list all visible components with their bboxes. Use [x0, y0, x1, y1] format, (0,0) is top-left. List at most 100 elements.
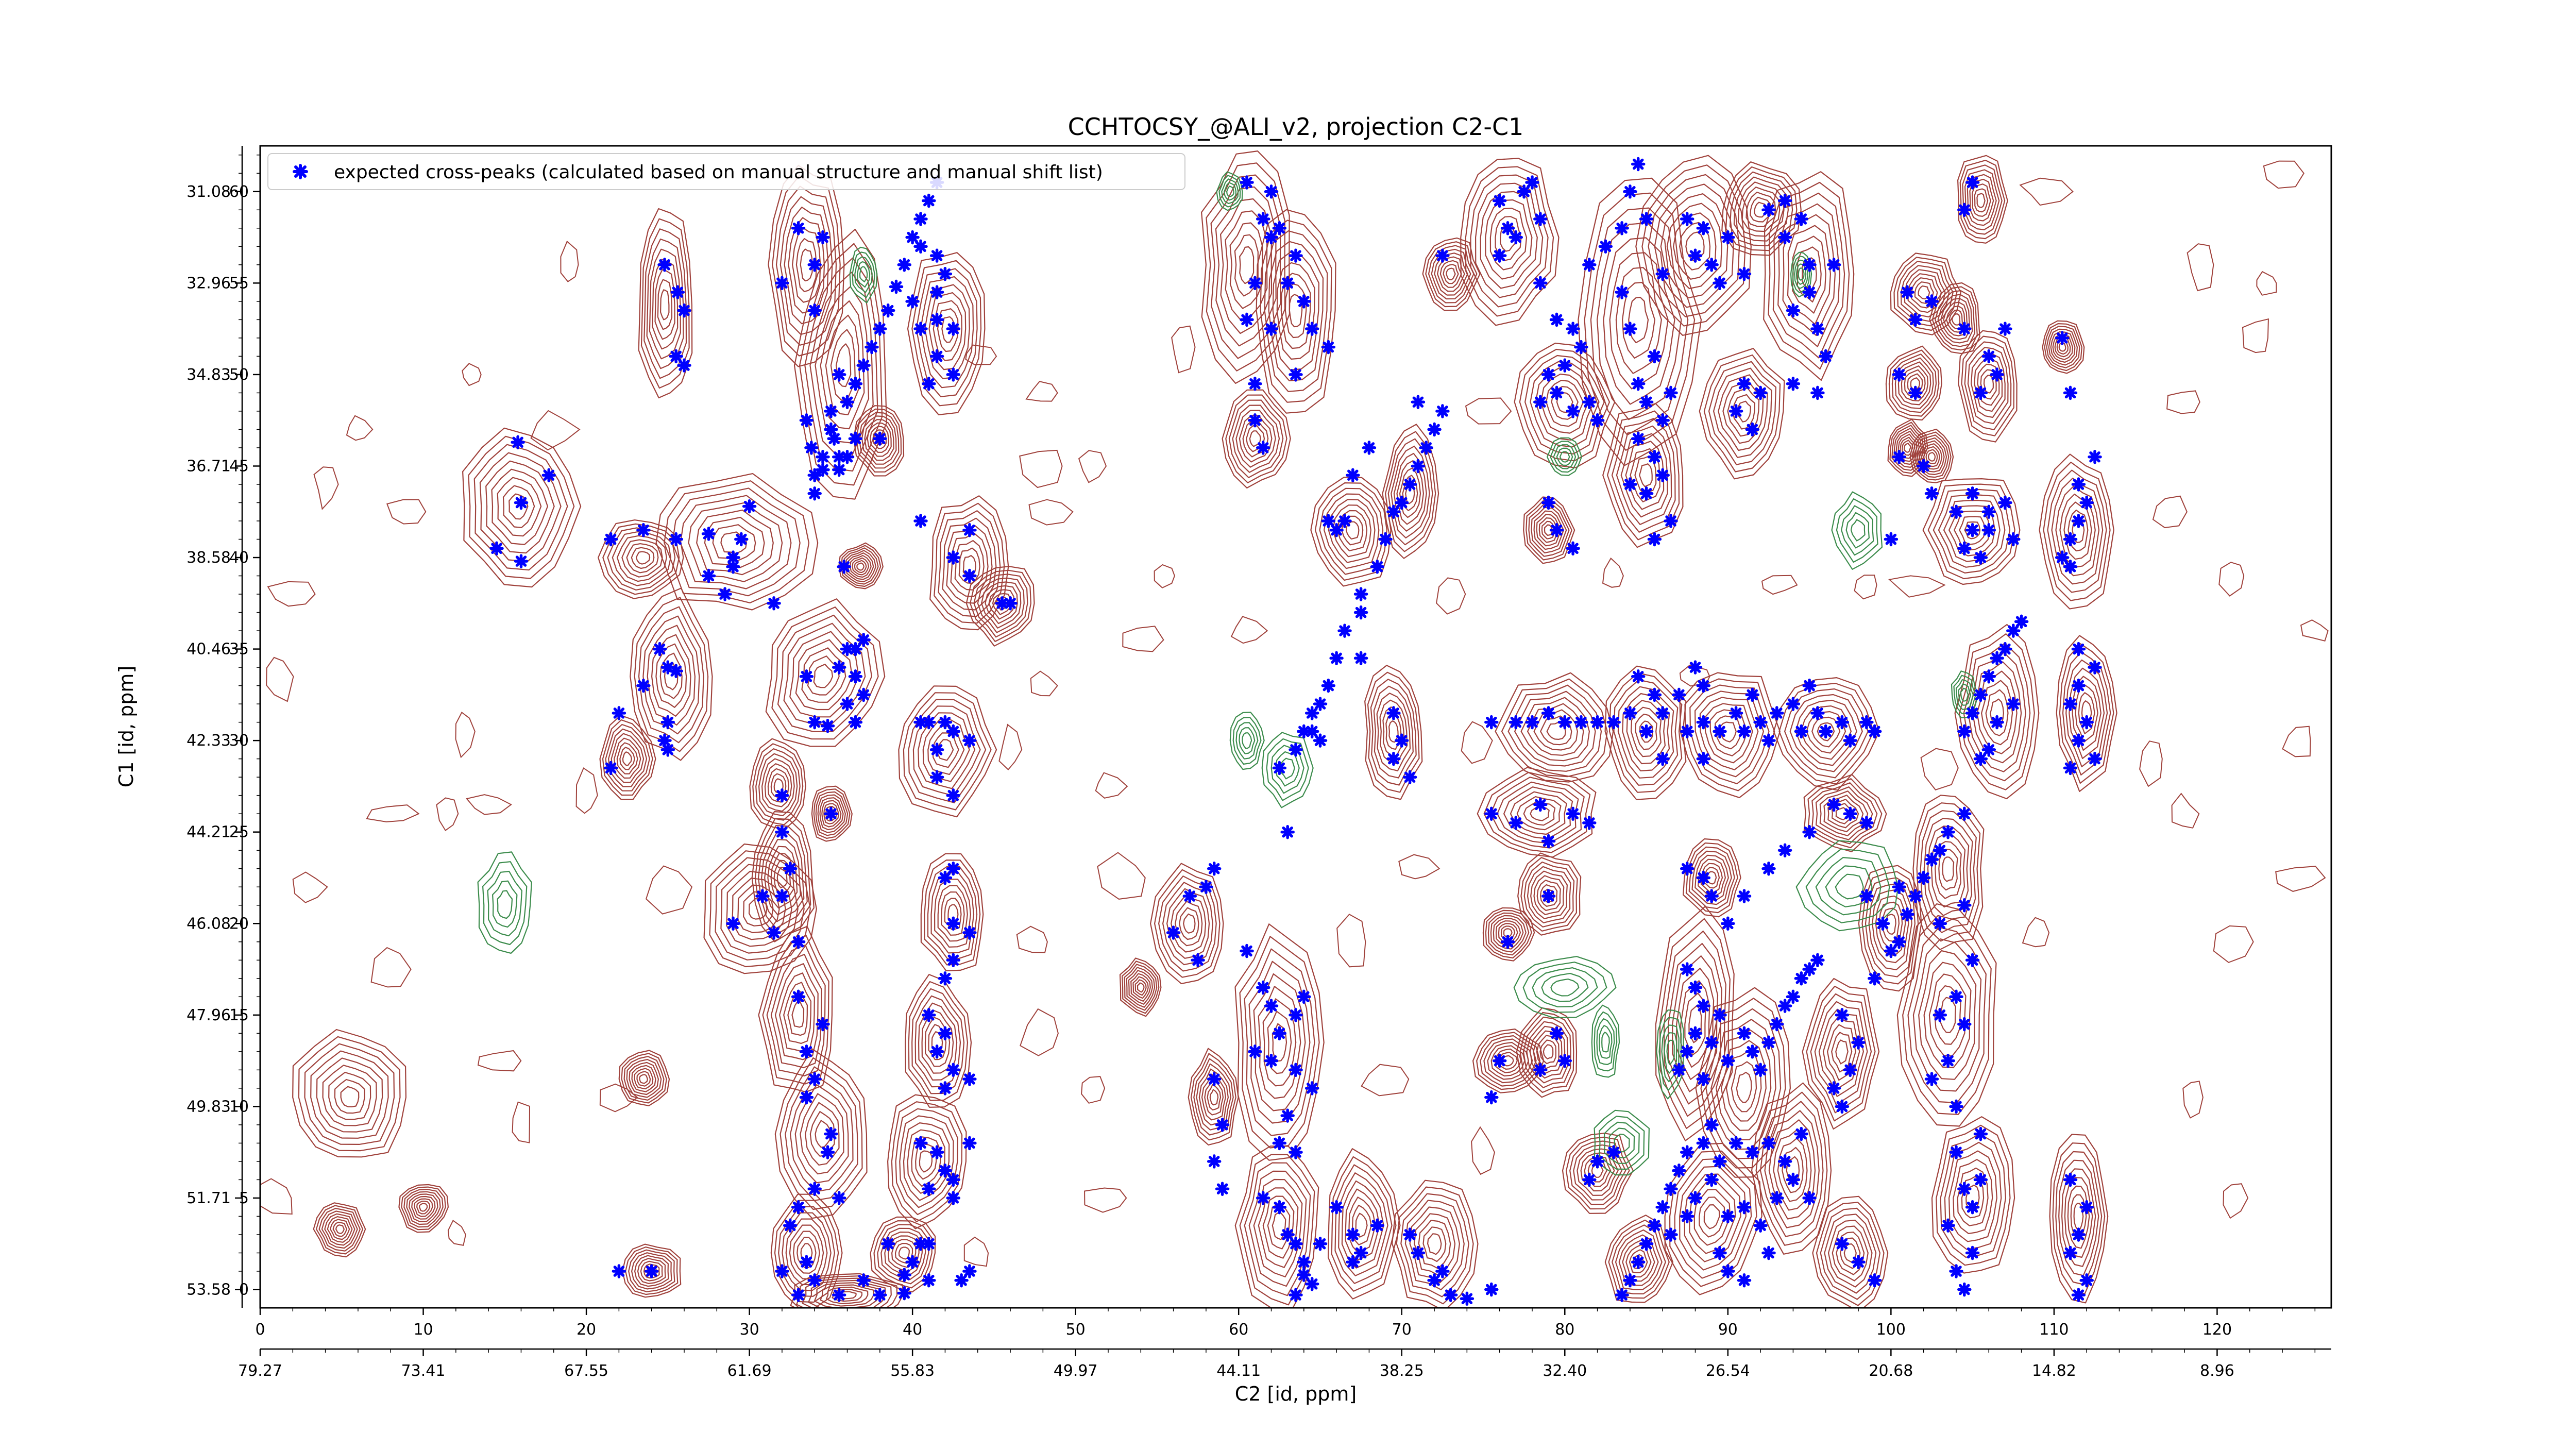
contour-level: [2046, 326, 2080, 368]
contour-level: [1693, 1189, 1731, 1246]
contour-level: [1543, 1044, 1554, 1059]
cross-peak-point: [1492, 193, 1507, 208]
contour-peak: [1310, 477, 1392, 587]
contour-level: [891, 1101, 963, 1222]
contour-level: [1460, 158, 1560, 326]
contour-level: [1674, 1158, 1752, 1279]
cross-peak-point: [514, 495, 529, 510]
cross-peak-point: [603, 532, 618, 547]
cross-peak-point: [954, 1273, 969, 1288]
cross-peak-point: [657, 733, 672, 748]
cross-peak-point: [1908, 385, 1923, 400]
contour-level: [784, 207, 829, 325]
noise-contour: [530, 410, 581, 451]
cross-peak-point: [856, 633, 871, 647]
cross-peak-point: [1289, 743, 1303, 757]
contour-level: [1731, 1061, 1757, 1113]
cross-peak-point: [1818, 349, 1833, 364]
contour-level: [1520, 857, 1578, 932]
cross-peak-point: [873, 322, 887, 336]
cross-peak-point: [2055, 331, 2070, 345]
cross-peak-point: [1949, 504, 1963, 519]
cross-peak-point: [1835, 1099, 1850, 1114]
cross-peak-point: [1884, 943, 1899, 958]
cross-peak-point: [514, 554, 529, 568]
contour-level: [1351, 1204, 1372, 1245]
contour-level: [795, 238, 817, 292]
contour-level: [1805, 848, 1890, 923]
cross-peak-point: [1957, 806, 1972, 821]
contour-level: [1262, 998, 1297, 1087]
contour-level: [643, 228, 687, 379]
contour-level: [1710, 1019, 1776, 1150]
cross-peak-point: [938, 715, 953, 730]
cross-peak-point: [775, 276, 789, 291]
noise-contour: [386, 499, 427, 525]
cross-peak-point: [1484, 1090, 1499, 1105]
noise-contour: [1602, 557, 1624, 588]
cross-peak-point: [1549, 523, 1564, 537]
contour-level: [825, 1286, 869, 1304]
contour-level: [2058, 1159, 2099, 1276]
cross-peak-point: [1264, 999, 1279, 1013]
contour-level: [1493, 918, 1524, 950]
contour-level: [1222, 389, 1291, 488]
contour-level: [2067, 509, 2089, 552]
cross-peak-point: [1533, 1063, 1548, 1077]
contour-level: [1936, 1124, 2011, 1266]
contour-level: [1814, 1001, 1868, 1105]
cross-peak-point: [1647, 532, 1662, 547]
cross-peak-point: [1541, 495, 1556, 510]
cross-peak-point: [1321, 678, 1336, 693]
contour-level: [1910, 377, 1920, 390]
contour-level: [1609, 252, 1669, 390]
noise-contour: [1854, 575, 1877, 600]
contour-level: [1324, 493, 1380, 569]
contour-level: [611, 733, 645, 783]
contour-level: [2048, 328, 2078, 366]
contour-level: [849, 246, 878, 304]
contour-level: [1954, 624, 2040, 800]
contour-level: [2055, 485, 2100, 577]
contour-level: [1944, 1141, 2002, 1250]
contour-level: [612, 531, 671, 586]
contour-level: [1614, 1134, 1630, 1153]
cross-peak-point: [1402, 1227, 1417, 1242]
contour-level: [1964, 341, 2012, 430]
cross-peak-point: [922, 376, 936, 391]
cross-peak-point: [1370, 560, 1385, 574]
contour-level: [1940, 298, 1971, 340]
contour-peak: [1234, 923, 1325, 1161]
cross-peak-point: [2079, 715, 2094, 730]
cross-peak-point: [1304, 1081, 1319, 1096]
contour-level: [887, 1094, 967, 1229]
contour-peak: [849, 246, 878, 304]
contour-level: [1190, 1053, 1236, 1141]
cross-peak-point: [1289, 248, 1303, 263]
contour-level: [1716, 1029, 1772, 1140]
contour-peak: [1922, 478, 2021, 585]
contour-level: [1782, 1147, 1804, 1193]
contour-level: [406, 1191, 441, 1225]
cross-peak-point: [913, 1136, 928, 1151]
cross-peak-point: [1182, 889, 1197, 903]
contour-level: [1256, 209, 1336, 414]
contour-level: [1620, 433, 1668, 518]
cross-peak-point: [1672, 1163, 1686, 1178]
contour-peak: [1699, 348, 1785, 480]
cross-peak-point: [1965, 1200, 1980, 1215]
contour-level: [1940, 1133, 2006, 1258]
contour-level: [1601, 1032, 1610, 1053]
contour-level: [946, 525, 993, 604]
contour-level: [859, 266, 868, 282]
cross-peak-point: [1867, 971, 1882, 986]
cross-peak-point: [1264, 322, 1279, 336]
cross-peak-point: [804, 441, 819, 455]
cross-peak-point: [1435, 248, 1450, 263]
y-axis-ppm: 31.08 32.96 34.83 36.71 38.58 40.46 42.33 44.21…: [187, 146, 243, 1308]
contour-level: [298, 1036, 401, 1152]
contour-level: [1695, 987, 1791, 1178]
cross-peak-point: [1264, 1053, 1279, 1068]
contour-level: [1528, 503, 1570, 557]
cross-peak-point: [807, 486, 822, 501]
